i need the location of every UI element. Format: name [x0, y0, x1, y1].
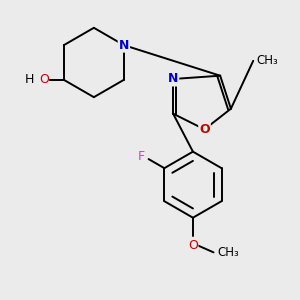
- Text: H: H: [25, 73, 34, 86]
- Text: O: O: [39, 73, 49, 86]
- Text: CH₃: CH₃: [217, 246, 239, 259]
- Text: CH₃: CH₃: [256, 54, 278, 67]
- Text: N: N: [119, 39, 129, 52]
- Text: N: N: [168, 73, 178, 85]
- Text: O: O: [188, 239, 198, 252]
- Text: F: F: [138, 150, 145, 163]
- Text: O: O: [199, 123, 210, 136]
